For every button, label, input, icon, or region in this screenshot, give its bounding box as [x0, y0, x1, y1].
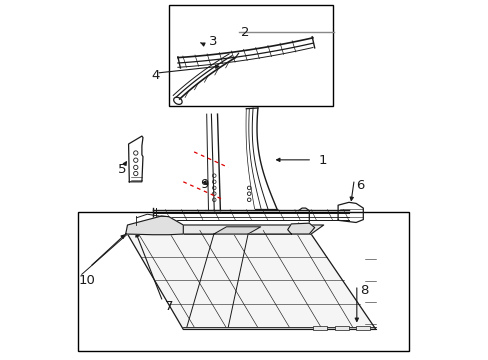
Polygon shape [125, 216, 183, 235]
Text: 10: 10 [78, 274, 95, 287]
Polygon shape [127, 234, 375, 329]
Polygon shape [213, 227, 260, 234]
Text: 8: 8 [359, 284, 367, 297]
Bar [78, 212, 408, 351]
Text: 6: 6 [355, 179, 364, 192]
Bar [355, 326, 370, 330]
Bar [312, 326, 326, 330]
Text: 4: 4 [151, 69, 159, 82]
Text: 9: 9 [200, 178, 208, 191]
Text: 2: 2 [241, 26, 249, 39]
Bar [168, 5, 332, 106]
Polygon shape [287, 223, 314, 234]
Text: 1: 1 [318, 154, 326, 167]
Text: 3: 3 [208, 35, 217, 48]
Text: 5: 5 [118, 163, 126, 176]
Text: 7: 7 [165, 300, 173, 313]
Polygon shape [127, 225, 323, 234]
Bar [334, 326, 348, 330]
